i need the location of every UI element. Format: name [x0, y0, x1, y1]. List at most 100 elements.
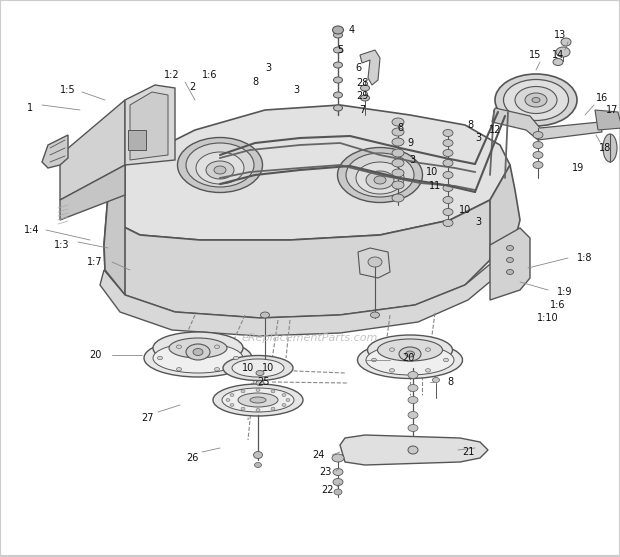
Ellipse shape — [392, 149, 404, 157]
Text: 24: 24 — [312, 450, 324, 460]
Ellipse shape — [425, 369, 430, 372]
Text: 17: 17 — [606, 105, 618, 115]
Text: 8: 8 — [397, 123, 403, 133]
Ellipse shape — [260, 312, 270, 318]
Ellipse shape — [169, 338, 227, 358]
Ellipse shape — [368, 335, 453, 365]
Text: 1:2: 1:2 — [164, 70, 180, 80]
Ellipse shape — [443, 358, 448, 361]
Ellipse shape — [334, 62, 342, 68]
Ellipse shape — [256, 370, 264, 375]
Ellipse shape — [286, 398, 290, 402]
Ellipse shape — [337, 148, 422, 203]
Ellipse shape — [332, 454, 344, 462]
Text: 1:3: 1:3 — [55, 240, 69, 250]
Text: 20: 20 — [89, 350, 101, 360]
Ellipse shape — [425, 348, 430, 351]
Ellipse shape — [214, 166, 226, 174]
Ellipse shape — [196, 152, 244, 184]
Ellipse shape — [144, 339, 252, 377]
Ellipse shape — [282, 403, 286, 407]
Text: 25: 25 — [257, 377, 269, 387]
Ellipse shape — [408, 412, 418, 418]
Ellipse shape — [503, 80, 569, 120]
Ellipse shape — [256, 380, 264, 385]
Text: 8: 8 — [252, 77, 258, 87]
Ellipse shape — [193, 349, 203, 355]
Ellipse shape — [241, 390, 245, 393]
Ellipse shape — [334, 92, 342, 98]
Text: 1:10: 1:10 — [537, 313, 559, 323]
Ellipse shape — [443, 219, 453, 227]
Polygon shape — [100, 260, 498, 336]
Text: 3: 3 — [475, 217, 481, 227]
Ellipse shape — [443, 208, 453, 216]
Ellipse shape — [533, 152, 543, 159]
Text: 10: 10 — [459, 205, 471, 215]
Ellipse shape — [408, 372, 418, 379]
Ellipse shape — [408, 424, 418, 432]
Ellipse shape — [392, 138, 404, 146]
Text: 8: 8 — [447, 377, 453, 387]
Ellipse shape — [408, 446, 418, 454]
Text: 8: 8 — [467, 120, 473, 130]
Ellipse shape — [525, 93, 547, 107]
Text: 3: 3 — [265, 63, 271, 73]
Text: 7: 7 — [359, 105, 365, 115]
Ellipse shape — [230, 393, 234, 397]
Ellipse shape — [186, 344, 210, 360]
Ellipse shape — [334, 105, 342, 111]
Ellipse shape — [371, 358, 376, 361]
Ellipse shape — [389, 369, 394, 372]
Ellipse shape — [443, 184, 453, 192]
Text: 11: 11 — [429, 181, 441, 191]
Ellipse shape — [405, 351, 415, 357]
Text: 3: 3 — [475, 133, 481, 143]
Polygon shape — [104, 165, 125, 295]
Ellipse shape — [366, 345, 454, 375]
Ellipse shape — [234, 356, 239, 360]
Ellipse shape — [389, 348, 394, 351]
Text: 18: 18 — [599, 143, 611, 153]
Ellipse shape — [334, 77, 342, 83]
Ellipse shape — [230, 403, 234, 407]
Ellipse shape — [507, 246, 513, 251]
Ellipse shape — [443, 197, 453, 203]
Text: 29: 29 — [356, 91, 368, 101]
Ellipse shape — [533, 162, 543, 169]
Ellipse shape — [371, 312, 379, 318]
Ellipse shape — [392, 118, 404, 126]
Ellipse shape — [186, 143, 254, 187]
Ellipse shape — [392, 159, 404, 167]
Ellipse shape — [153, 332, 243, 364]
Ellipse shape — [533, 131, 543, 139]
Ellipse shape — [333, 478, 343, 486]
Ellipse shape — [232, 359, 284, 377]
Ellipse shape — [271, 390, 275, 393]
Ellipse shape — [392, 194, 404, 202]
Bar — [128, 130, 146, 150]
Ellipse shape — [222, 388, 294, 412]
Text: eReplacementParts.com: eReplacementParts.com — [242, 333, 378, 343]
Ellipse shape — [553, 58, 563, 66]
Ellipse shape — [533, 141, 543, 149]
Ellipse shape — [223, 355, 293, 380]
Text: 21: 21 — [462, 447, 474, 457]
Ellipse shape — [433, 378, 440, 383]
Ellipse shape — [356, 162, 404, 194]
Polygon shape — [490, 228, 530, 300]
Ellipse shape — [392, 169, 404, 177]
Text: 1:8: 1:8 — [577, 253, 593, 263]
Ellipse shape — [254, 462, 262, 467]
Ellipse shape — [213, 384, 303, 416]
Polygon shape — [492, 108, 602, 140]
Text: 6: 6 — [355, 63, 361, 73]
Ellipse shape — [358, 341, 463, 379]
Ellipse shape — [495, 74, 577, 126]
Ellipse shape — [360, 95, 370, 101]
Ellipse shape — [177, 345, 182, 349]
Text: 22: 22 — [322, 485, 334, 495]
Text: 16: 16 — [596, 93, 608, 103]
Text: 1:5: 1:5 — [60, 85, 76, 95]
Ellipse shape — [250, 397, 266, 403]
